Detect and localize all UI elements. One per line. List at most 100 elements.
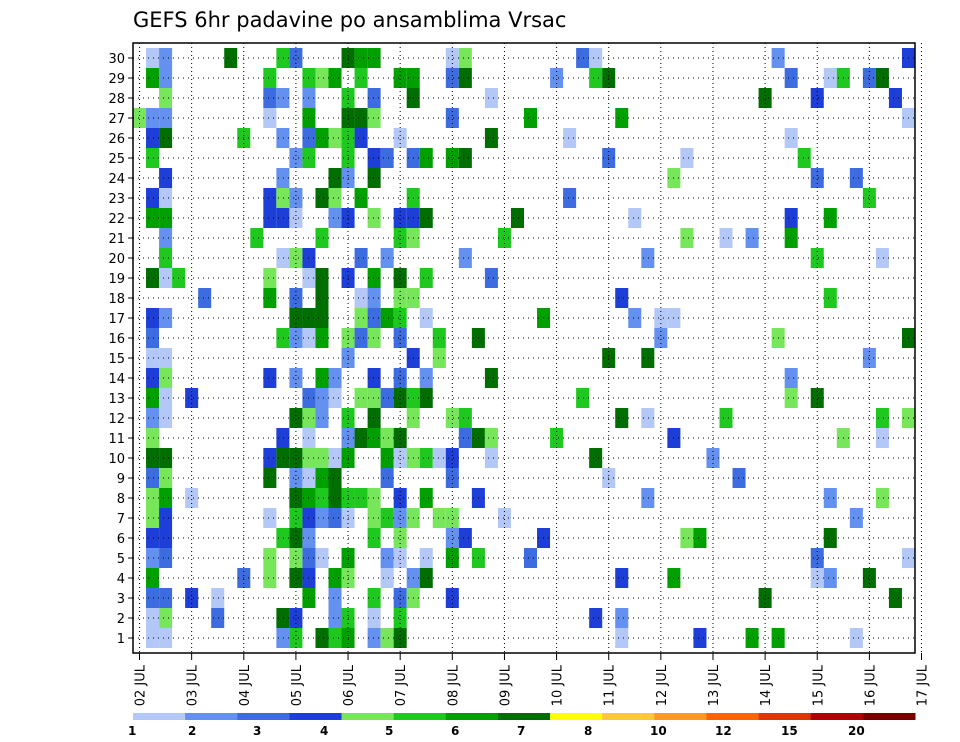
heat-cell xyxy=(654,308,668,328)
y-tick-label: 21 xyxy=(108,232,125,247)
heat-cell xyxy=(133,108,147,128)
heat-cell xyxy=(393,308,407,328)
heat-cell xyxy=(289,208,303,228)
heat-cell xyxy=(380,428,394,448)
heat-cell xyxy=(719,228,733,248)
heat-cell xyxy=(289,568,303,588)
heat-cell xyxy=(419,368,433,388)
heat-cell xyxy=(276,188,290,208)
heat-cell xyxy=(497,508,511,528)
heat-cell xyxy=(576,388,590,408)
heat-cell xyxy=(497,228,511,248)
x-tick-label: 10 JUL xyxy=(551,664,566,706)
heat-cell xyxy=(328,508,342,528)
heat-cell xyxy=(367,328,381,348)
heat-cell xyxy=(289,148,303,168)
heat-cell xyxy=(159,628,173,648)
heat-cell xyxy=(484,368,498,388)
heat-cell xyxy=(706,448,720,468)
heat-cell xyxy=(458,68,472,88)
heat-cell xyxy=(159,388,173,408)
heat-cell xyxy=(367,488,381,508)
heat-cell xyxy=(315,508,329,528)
heat-cell xyxy=(810,548,824,568)
y-tick-label: 22 xyxy=(108,212,125,227)
heat-cell xyxy=(263,288,277,308)
heat-cell xyxy=(484,88,498,108)
x-tick-label: 15 JUL xyxy=(811,664,826,706)
heat-cell xyxy=(367,588,381,608)
heat-cell xyxy=(810,88,824,108)
heat-cell xyxy=(680,528,694,548)
heat-cell xyxy=(550,428,564,448)
heat-cell xyxy=(276,448,290,468)
heat-cell xyxy=(380,468,394,488)
heat-cell xyxy=(198,288,212,308)
heat-cell xyxy=(367,408,381,428)
heat-cell xyxy=(328,168,342,188)
heat-cell xyxy=(159,228,173,248)
colorbar: 1 2 3 4 5 6 7 8 10 12 15 20 xyxy=(128,713,916,738)
heat-cell xyxy=(393,68,407,88)
heat-cell xyxy=(289,608,303,628)
y-tick-label: 4 xyxy=(117,572,125,587)
y-tick-label: 9 xyxy=(117,472,125,487)
heat-cell xyxy=(510,208,524,228)
heat-cell xyxy=(367,428,381,448)
heat-cell xyxy=(276,88,290,108)
colorbar-swatch xyxy=(654,713,707,720)
heat-cell xyxy=(146,568,160,588)
heat-cell xyxy=(432,508,446,528)
colorbar-swatch xyxy=(706,713,760,720)
colorbar-swatch xyxy=(550,713,603,720)
heat-cell xyxy=(146,548,160,568)
heat-cell xyxy=(615,568,629,588)
heat-cell xyxy=(211,608,225,628)
heat-cell xyxy=(784,68,798,88)
heat-cell xyxy=(641,248,655,268)
heat-cell xyxy=(146,368,160,388)
heat-cell xyxy=(524,548,538,568)
heat-cell xyxy=(380,308,394,328)
colorbar-label: 3 xyxy=(253,724,261,738)
colorbar-label: 5 xyxy=(385,724,393,738)
heat-cell xyxy=(159,168,173,188)
heat-cell xyxy=(628,208,642,228)
heat-cell xyxy=(289,308,303,328)
heat-cell xyxy=(328,188,342,208)
heat-cell xyxy=(276,208,290,228)
heat-cell xyxy=(354,188,368,208)
heat-cell xyxy=(484,128,498,148)
heat-cell xyxy=(367,508,381,528)
colorbar-swatch xyxy=(185,713,238,720)
heat-cell xyxy=(159,448,173,468)
heat-cell xyxy=(159,268,173,288)
heat-cell xyxy=(563,128,577,148)
heat-cell xyxy=(784,228,798,248)
heat-cell xyxy=(380,508,394,528)
heat-cell xyxy=(315,68,329,88)
heat-cell xyxy=(354,68,368,88)
heat-cell xyxy=(146,188,160,208)
heat-cell xyxy=(419,448,433,468)
heat-cell xyxy=(159,348,173,368)
heat-cell xyxy=(367,388,381,408)
heat-cell xyxy=(380,548,394,568)
heat-cell xyxy=(745,228,759,248)
heat-cell xyxy=(875,248,889,268)
x-tick-label: 05 JUL xyxy=(290,664,305,706)
heat-cell xyxy=(289,528,303,548)
heat-cell xyxy=(276,48,290,68)
heat-cell xyxy=(393,388,407,408)
heat-cell xyxy=(393,588,407,608)
heat-cell xyxy=(393,128,407,148)
y-tick-label: 15 xyxy=(108,352,125,367)
colorbar-label: 20 xyxy=(848,724,865,738)
heat-cell xyxy=(419,208,433,228)
heat-cell xyxy=(146,528,160,548)
heat-cell xyxy=(393,288,407,308)
heat-cell xyxy=(445,48,459,68)
heat-cell xyxy=(393,268,407,288)
heat-cell xyxy=(146,208,160,228)
heat-cell xyxy=(393,528,407,548)
